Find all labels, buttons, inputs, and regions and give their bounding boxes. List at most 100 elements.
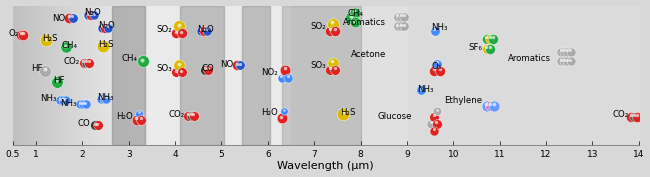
- Point: [16, 33, 26, 36]
- Point: [327, 21, 337, 23]
- Point: [555, 48, 566, 51]
- Point: [626, 116, 636, 118]
- Point: [432, 63, 442, 65]
- Point: [174, 23, 184, 26]
- Point: [40, 68, 50, 71]
- Point: [202, 29, 213, 32]
- Point: [171, 32, 181, 35]
- Text: N₂O: N₂O: [99, 21, 115, 30]
- Point: [97, 26, 107, 29]
- Point: [276, 115, 287, 118]
- Text: NO: NO: [53, 14, 66, 23]
- Point: [60, 44, 71, 47]
- Point: [89, 12, 99, 15]
- Point: [203, 67, 213, 69]
- Point: [60, 46, 71, 49]
- Point: [426, 121, 436, 124]
- Point: [399, 15, 410, 18]
- Point: [325, 68, 335, 71]
- Point: [482, 104, 492, 107]
- Point: [92, 124, 103, 127]
- Text: CH₄: CH₄: [122, 54, 138, 63]
- Point: [556, 60, 566, 63]
- Point: [349, 11, 359, 14]
- Point: [40, 70, 51, 72]
- Point: [171, 71, 181, 74]
- Point: [200, 68, 211, 71]
- Point: [137, 60, 148, 63]
- Point: [176, 32, 187, 35]
- Point: [183, 114, 193, 117]
- Text: SF₆: SF₆: [468, 43, 482, 52]
- Point: [558, 58, 569, 61]
- Point: [80, 101, 90, 104]
- Point: [96, 96, 106, 99]
- Point: [86, 14, 96, 17]
- Point: [96, 97, 106, 100]
- Point: [428, 116, 439, 118]
- Point: [103, 25, 113, 28]
- Point: [58, 99, 68, 102]
- Point: [77, 103, 88, 106]
- Point: [199, 29, 209, 32]
- Point: [18, 33, 29, 36]
- Point: [559, 50, 569, 53]
- Point: [484, 46, 495, 48]
- Point: [55, 99, 65, 102]
- Text: HF: HF: [31, 64, 43, 73]
- Point: [349, 19, 359, 22]
- Point: [232, 62, 242, 65]
- Point: [429, 28, 439, 30]
- Point: [328, 61, 338, 64]
- Text: NH₃: NH₃: [60, 99, 76, 108]
- Point: [435, 68, 445, 71]
- Point: [330, 28, 341, 30]
- Point: [68, 17, 78, 19]
- Point: [170, 69, 181, 72]
- Text: NO: NO: [220, 59, 233, 68]
- Point: [99, 25, 110, 28]
- Text: SO₃: SO₃: [156, 64, 172, 73]
- Point: [346, 15, 356, 18]
- Point: [324, 67, 335, 69]
- Point: [83, 14, 93, 17]
- Text: CO: CO: [78, 119, 90, 129]
- Point: [558, 48, 569, 51]
- Point: [632, 116, 642, 118]
- Point: [235, 64, 246, 67]
- Point: [396, 25, 406, 28]
- Point: [392, 14, 402, 16]
- Point: [428, 68, 439, 71]
- Point: [81, 60, 92, 62]
- Point: [562, 48, 572, 51]
- Text: H₂S: H₂S: [42, 35, 57, 44]
- Bar: [281, 5, 361, 145]
- Point: [280, 68, 290, 71]
- Text: H₂O: H₂O: [116, 112, 133, 121]
- Point: [324, 28, 335, 30]
- Point: [67, 15, 77, 18]
- Point: [170, 30, 181, 33]
- Text: N₂O: N₂O: [198, 25, 214, 34]
- Text: Aromatics: Aromatics: [508, 54, 551, 63]
- Point: [481, 36, 491, 39]
- Point: [330, 67, 341, 69]
- Text: NO₂: NO₂: [261, 68, 278, 77]
- Point: [174, 25, 184, 28]
- Point: [134, 113, 144, 116]
- Point: [279, 108, 289, 111]
- Point: [279, 110, 289, 113]
- Point: [337, 111, 348, 114]
- Point: [235, 62, 246, 65]
- Point: [101, 97, 112, 100]
- Text: SO₂: SO₂: [310, 22, 326, 31]
- Point: [100, 26, 110, 29]
- Point: [96, 25, 107, 28]
- Point: [103, 26, 114, 29]
- Text: SO₂: SO₂: [156, 25, 172, 34]
- Point: [276, 76, 287, 79]
- Point: [81, 103, 91, 106]
- Point: [90, 122, 100, 125]
- Point: [349, 21, 359, 24]
- Point: [325, 29, 335, 32]
